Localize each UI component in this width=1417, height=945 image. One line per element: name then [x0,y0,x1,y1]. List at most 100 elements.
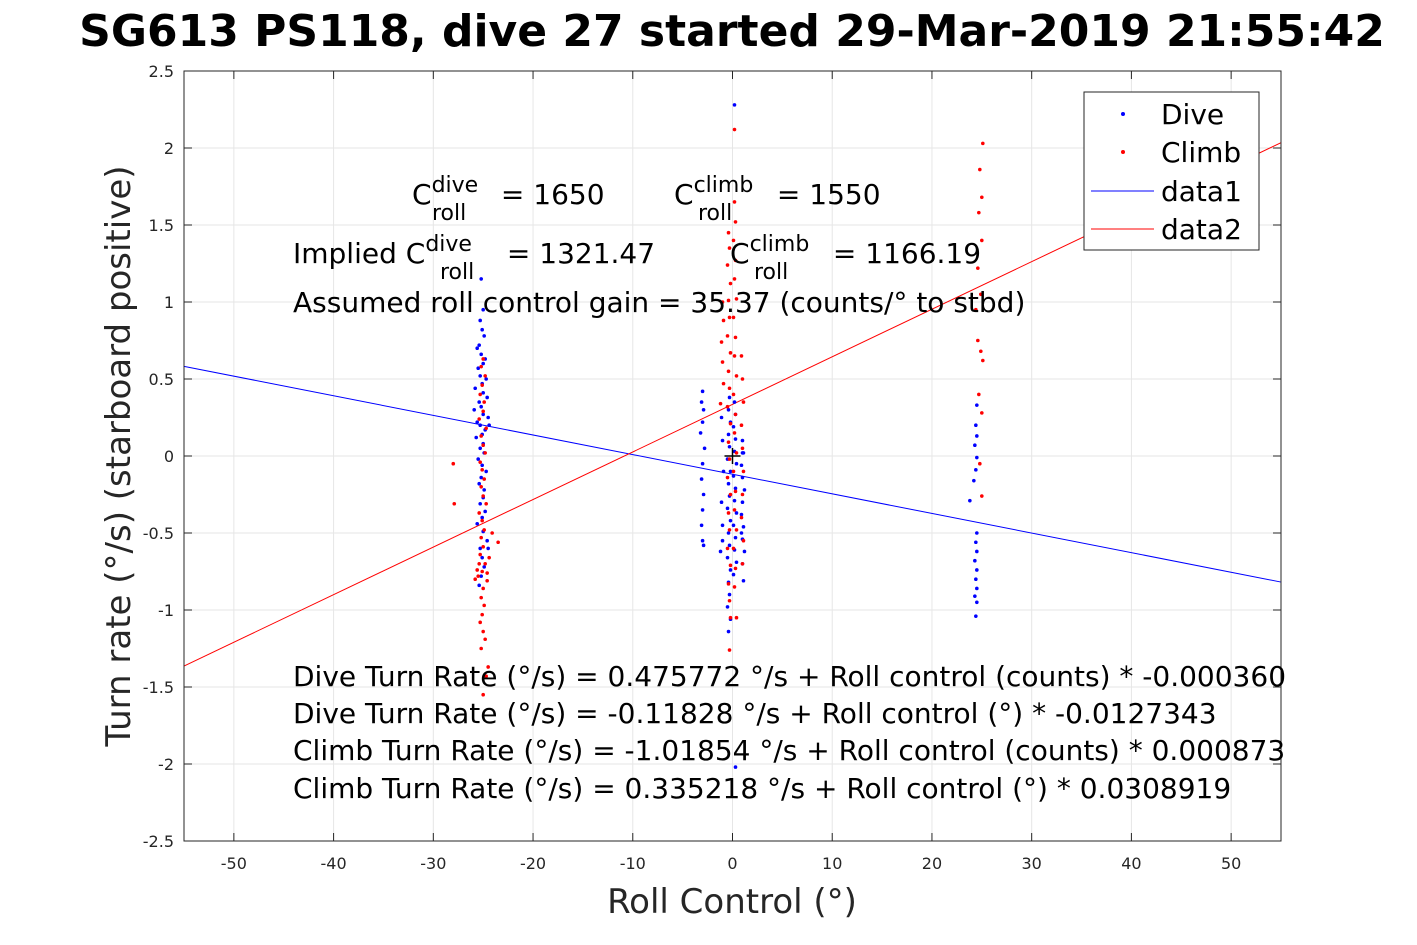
annotation-c-roll: Cdive roll = 1650 Cclimb roll = 1550 Impli… [293,173,1025,319]
climb-point [727,315,732,320]
implied-dive-value: = 1321.47 [498,237,655,270]
c-climb-base: C [674,178,694,211]
climb-point [478,552,482,557]
dive-point [733,437,738,441]
climb-point [479,595,483,600]
climb-point [490,531,494,535]
climb-point [482,603,486,608]
dive-point [719,415,724,420]
climb-point [734,297,739,301]
climb-point [733,258,738,263]
dive-point [484,469,488,474]
dive-point [478,423,482,428]
dive-point [479,475,483,480]
x-tick-label: -40 [321,854,347,873]
dive-point [481,307,485,312]
x-tick-label: 30 [1022,854,1042,873]
climb-point [979,349,983,354]
dive-point [728,469,733,474]
dive-point [733,486,738,491]
climb-point [483,374,487,378]
x-axis-ticks: -50 -40 -30 -20 -10 0 10 20 30 40 50 [221,71,1241,873]
climb-point [481,692,485,697]
climb-point [979,292,983,297]
dive-point [725,506,730,511]
climb-point [452,501,457,506]
climb-point [479,535,483,540]
dive-point [479,352,483,357]
climb-point [727,386,732,391]
dive-point [727,444,732,449]
climb-point [981,358,985,363]
c-climb-value: = 1550 [768,178,881,211]
dive-point [474,435,479,440]
climb-point [482,400,486,404]
equation-dive-counts: Dive Turn Rate (°/s) = 0.475772 °/s + Ro… [293,660,1286,693]
data-points [451,103,985,769]
dive-point [479,574,483,578]
climb-point [740,562,745,566]
climb-point [477,511,481,515]
climb-point [732,431,737,435]
dive-point [698,431,703,435]
dive-point [478,374,482,378]
dive-point [473,386,478,391]
climb-point [978,461,982,466]
dive-point [726,408,731,412]
implied-climb-value: = 1166.19 [824,237,981,270]
climb-point [974,307,978,312]
y-tick-label: -1 [158,601,174,620]
climb-point [739,515,744,520]
climb-point [721,318,726,323]
dive-point [974,468,978,472]
climb-point [980,411,984,415]
dive-point [973,558,977,563]
legend-dive-marker [1121,112,1125,116]
climb-point [731,469,736,474]
dive-point [478,501,482,506]
dive-point [975,455,979,460]
dive-point [485,538,489,543]
legend-data2: data2 [1161,213,1242,246]
dive-point [701,543,706,548]
dive-point [734,560,739,565]
climb-point [480,569,484,574]
c-climb-sup: climb [694,173,754,198]
x-tick-label: 0 [727,854,737,873]
climb-point [732,200,737,204]
dive-point [727,395,732,400]
dive-point [478,546,482,551]
dive-point [478,318,482,323]
dive-point [486,546,490,551]
climb-point [731,392,736,397]
climb-point [483,637,487,642]
dive-point [482,334,486,338]
climb-point [733,412,738,417]
dive-point [487,423,491,428]
climb-point [483,562,487,566]
climb-point [727,457,732,461]
dive-point [742,549,747,554]
dive-point [480,463,484,468]
climb-point [726,369,731,374]
dive-point [725,605,730,609]
climb-point [980,238,984,243]
dive-point [734,511,739,515]
climb-point [726,230,731,235]
climb-point [726,511,731,515]
dive-point [733,765,738,769]
dive-point [741,525,746,529]
climb-point [734,615,739,620]
y-tick-label: -0.5 [143,524,174,543]
climb-point [486,665,490,669]
dive-point [974,540,978,545]
legend-climb-marker [1121,150,1125,154]
climb-point [482,528,486,532]
dive-point [732,498,737,503]
climb-point [733,220,738,224]
climb-point [726,582,731,586]
c-dive-value: = 1650 [492,178,605,211]
y-tick-label: 2 [164,139,174,158]
climb-point [980,494,984,498]
